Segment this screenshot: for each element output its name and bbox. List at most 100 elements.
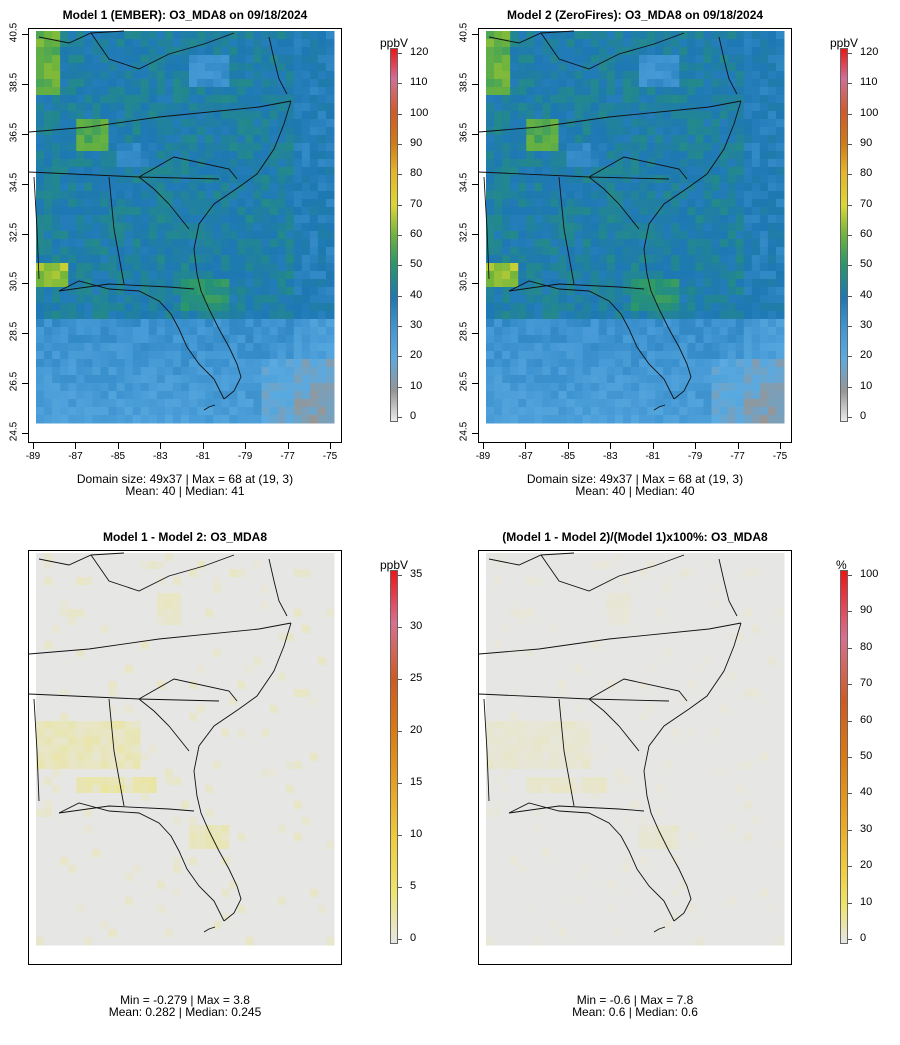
grid-cell [148,175,158,184]
grid-cell [574,79,584,88]
grid-cell [205,223,214,232]
grid-cell [582,127,592,136]
grid-cell [502,127,511,136]
grid-cell [36,569,45,578]
grid-cell [518,263,527,272]
grid-cell [52,553,61,562]
grid-cell [775,31,785,40]
grid-cell [558,207,568,216]
grid-cell [261,777,271,786]
grid-cell [277,47,287,56]
grid-cell [76,705,85,714]
grid-cell [743,71,753,80]
grid-cell [526,55,535,64]
grid-cell [108,231,118,240]
grid-cell [622,231,632,240]
grid-cell [309,697,319,706]
grid-cell [775,207,785,216]
grid-cell [180,705,190,714]
grid-cell [325,47,335,56]
grid-cell [172,769,182,778]
grid-cell [52,809,61,818]
grid-cell [727,223,737,232]
grid-cell [558,143,568,152]
grid-cell [325,713,335,722]
grid-cell [679,119,688,128]
grid-cell [719,311,729,320]
grid-cell [679,399,688,408]
grid-cell [647,119,656,128]
grid-cell [164,769,174,778]
grid-cell [180,415,190,424]
grid-cell [108,31,118,40]
grid-cell [687,343,696,352]
grid-cell [301,705,311,714]
grid-cell [494,391,503,400]
grid-cell [558,343,568,352]
grid-cell [703,159,713,168]
grid-cell [630,63,640,72]
grid-cell [68,111,77,120]
grid-cell [197,271,206,280]
grid-cell [574,287,584,296]
grid-cell [213,375,222,384]
grid-cell [639,239,648,248]
grid-cell [108,351,118,360]
grid-cell [269,729,279,738]
grid-cell [663,143,672,152]
grid-cell [84,809,93,818]
grid-cell [486,351,495,360]
grid-cell [590,55,600,64]
grid-cell [502,47,511,56]
grid-cell [213,649,222,658]
grid-cell [108,167,118,176]
grid-cell [663,255,672,264]
grid-cell [622,119,632,128]
grid-cell [606,359,616,368]
grid-cell [60,343,69,352]
grid-cell [550,287,559,296]
grid-cell [213,247,222,256]
grid-cell [574,327,584,336]
grid-cell [735,159,745,168]
grid-cell [277,399,287,408]
grid-cell [245,119,254,128]
grid-cell [293,159,303,168]
grid-cell [285,295,295,304]
grid-cell [293,55,303,64]
grid-cell [622,319,632,328]
grid-cell [197,79,206,88]
grid-cell [277,713,287,722]
grid-cell [116,271,126,280]
grid-cell [108,175,118,184]
grid-cell [156,383,166,392]
grid-cell [486,359,495,368]
grid-cell [703,111,713,120]
colorbar-tick [398,235,402,236]
grid-cell [132,415,142,424]
grid-cell [655,391,664,400]
grid-cell [671,375,680,384]
grid-cell [116,367,126,376]
grid-cell [647,343,656,352]
grid-cell [92,215,101,224]
grid-cell [68,87,77,96]
grid-cell [534,79,543,88]
grid-cell [309,721,319,730]
grid-cell [727,39,737,48]
grid-cell [743,95,753,104]
grid-cell [124,375,134,384]
grid-cell [164,271,174,280]
grid-cell [759,415,769,424]
grid-cell [526,175,535,184]
grid-cell [550,279,559,288]
grid-cell [52,649,61,658]
grid-cell [574,55,584,64]
grid-cell [767,87,777,96]
grid-cell [92,569,101,578]
grid-cell [727,327,737,336]
grid-cell [647,231,656,240]
grid-cell [703,207,713,216]
panel-model1: Model 1 (EMBER): O3_MDA8 on 09/18/2024 D… [0,0,450,522]
grid-cell [221,239,230,248]
